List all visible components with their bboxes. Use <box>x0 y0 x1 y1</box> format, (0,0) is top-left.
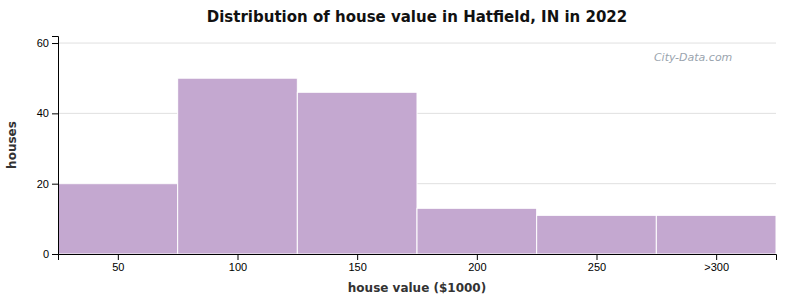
x-tick-mark <box>118 254 119 260</box>
y-tick: 60 <box>37 37 58 49</box>
y-axis-label: houses <box>5 121 19 169</box>
y-axis-line <box>52 37 59 255</box>
x-tick-label: 250 <box>588 261 606 273</box>
x-axis-line <box>59 255 777 261</box>
y-tick-label: 60 <box>37 37 49 49</box>
bar <box>178 78 298 254</box>
x-tick: >300 <box>704 254 729 273</box>
x-tick-mark <box>238 254 239 260</box>
x-axis-label: house value ($1000) <box>348 281 486 295</box>
y-tick-mark <box>52 113 58 114</box>
y-tick-mark <box>52 43 58 44</box>
y-tick-label: 0 <box>43 248 49 260</box>
bar <box>417 208 537 254</box>
bar <box>58 184 178 254</box>
x-tick-label: 200 <box>468 261 486 273</box>
plot: 50 100 150 200 250 >300 0 20 40 60 <box>37 37 777 273</box>
y-tick: 0 <box>43 248 58 260</box>
chart: 50 100 150 200 250 >300 0 20 40 60 Distribution of… <box>0 0 800 300</box>
bars <box>58 78 776 254</box>
y-tick-label: 20 <box>37 178 49 190</box>
y-tick-mark <box>52 184 58 185</box>
y-tick: 20 <box>37 178 58 190</box>
x-tick-label: 100 <box>229 261 247 273</box>
x-tick-mark <box>597 254 598 260</box>
x-axis: 50 100 150 200 250 >300 <box>59 254 777 273</box>
x-tick: 200 <box>468 254 486 273</box>
x-tick-label: >300 <box>704 261 729 273</box>
x-tick-label: 150 <box>348 261 366 273</box>
y-tick-mark <box>52 254 58 255</box>
x-tick: 250 <box>588 254 606 273</box>
bar <box>297 92 417 254</box>
y-tick-label: 40 <box>37 107 49 119</box>
bar <box>656 215 776 254</box>
grid <box>58 43 776 254</box>
x-tick-mark <box>357 254 358 260</box>
x-tick-mark <box>716 254 717 260</box>
bar <box>537 215 657 254</box>
x-tick: 150 <box>348 254 366 273</box>
x-tick: 100 <box>229 254 247 273</box>
title: Distribution of house value in Hatfield,… <box>207 8 627 26</box>
annotation: City-Data.com <box>654 51 732 64</box>
y-tick: 40 <box>37 107 58 119</box>
x-tick-label: 50 <box>112 261 124 273</box>
x-tick: 50 <box>112 254 124 273</box>
x-tick-mark <box>477 254 478 260</box>
y-axis: 0 20 40 60 <box>37 37 59 261</box>
grid-line <box>58 43 776 44</box>
